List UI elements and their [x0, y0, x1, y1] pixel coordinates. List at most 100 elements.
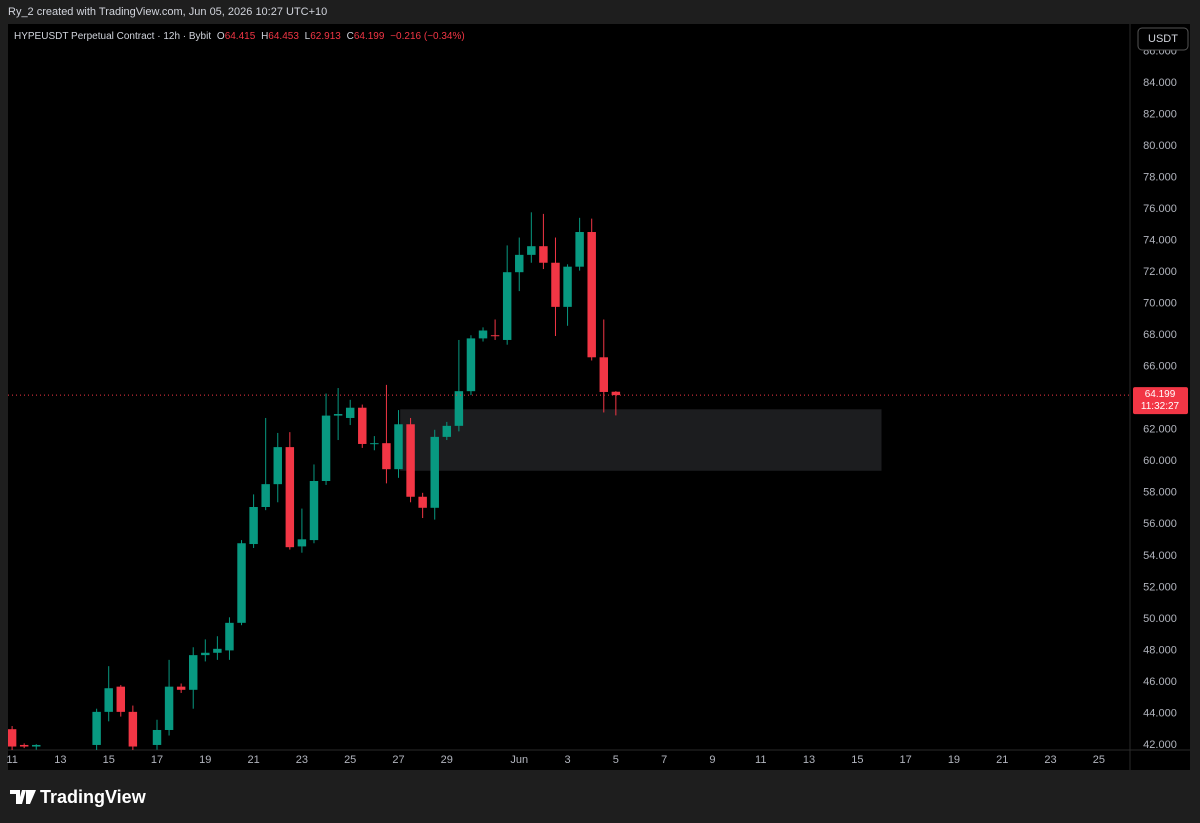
candle-body — [225, 622, 234, 651]
candle-body — [285, 447, 295, 548]
x-tick-label: 17 — [900, 754, 912, 766]
x-tick-label: 19 — [948, 754, 960, 766]
y-tick-label: 74.000 — [1143, 235, 1177, 247]
candle-body — [515, 254, 524, 273]
candle-body — [249, 507, 258, 545]
x-tick-label: 3 — [564, 754, 570, 766]
chart-area — [8, 24, 1190, 770]
candle-body — [128, 711, 138, 747]
candle-body — [237, 543, 246, 623]
candle-body — [478, 330, 488, 339]
ohlc-label: L — [305, 31, 311, 42]
candle-body — [213, 648, 222, 653]
logo: TradingView — [10, 787, 147, 807]
candle-body — [430, 436, 439, 508]
y-tick-label: 72.000 — [1143, 266, 1177, 278]
attribution: Ry_2 created with TradingView.com, Jun 0… — [8, 6, 327, 18]
y-tick-label: 84.000 — [1143, 77, 1177, 89]
x-tick-label: 9 — [709, 754, 715, 766]
y-tick-label: 76.000 — [1143, 203, 1177, 215]
x-tick-label: 15 — [851, 754, 863, 766]
legend: HYPEUSDT Perpetual Contract · 12h · Bybi… — [14, 31, 465, 42]
candle-body — [32, 744, 41, 747]
candle-body — [333, 414, 343, 416]
x-tick-label: 5 — [613, 754, 619, 766]
candle-body — [370, 443, 379, 445]
candle-body — [563, 266, 572, 307]
candle-body — [406, 424, 415, 497]
y-tick-label: 50.000 — [1143, 613, 1177, 625]
x-tick-label: 7 — [661, 754, 667, 766]
candle-body — [527, 246, 536, 255]
plot — [8, 212, 1130, 750]
y-tick-label: 80.000 — [1143, 140, 1177, 152]
candle-body — [201, 652, 210, 656]
candle-body — [442, 425, 452, 437]
y-tick-label: 78.000 — [1143, 172, 1177, 184]
x-tick-label: 23 — [296, 754, 308, 766]
zone-box — [400, 409, 882, 471]
x-tick-label: 17 — [151, 754, 163, 766]
candle-body — [116, 686, 126, 712]
currency-label[interactable]: USDT — [1148, 33, 1178, 45]
candle-body — [273, 447, 282, 485]
y-tick-label: 60.000 — [1143, 455, 1177, 467]
candle-body — [587, 232, 596, 358]
x-tick-label: 19 — [199, 754, 211, 766]
y-tick-label: 68.000 — [1143, 329, 1177, 341]
candle-body — [309, 481, 319, 541]
candle-body — [358, 407, 367, 444]
candle-body — [297, 539, 307, 547]
y-tick-label: 58.000 — [1143, 487, 1177, 499]
close-value: 64.199 — [354, 31, 385, 42]
y-tick-label: 44.000 — [1143, 707, 1177, 719]
x-tick-label: 23 — [1044, 754, 1056, 766]
candle-body — [92, 711, 101, 745]
ohlc-label: C — [347, 31, 354, 42]
x-tick-label: 15 — [103, 754, 115, 766]
x-tick-label: 21 — [247, 754, 259, 766]
candle-body — [454, 391, 464, 426]
x-tick-label: 25 — [1093, 754, 1105, 766]
logo-icon — [10, 790, 36, 804]
y-tick-label: 46.000 — [1143, 676, 1177, 688]
candle-body — [104, 688, 113, 712]
x-tick-label: 11 — [6, 754, 17, 766]
y-tick-label: 62.000 — [1143, 424, 1177, 436]
candle-body — [575, 232, 584, 267]
candle-body — [8, 729, 17, 747]
price-tag-value: 64.199 — [1145, 389, 1176, 400]
candle-body — [418, 496, 427, 508]
candle-body — [382, 443, 391, 470]
low-value: 62.913 — [310, 31, 341, 42]
y-tick-label: 66.000 — [1143, 361, 1177, 373]
change: −0.216 (−0.34%) — [390, 31, 465, 42]
candle-body — [261, 484, 270, 508]
candle-body — [502, 272, 512, 340]
candle-body — [152, 729, 162, 745]
candle-body — [539, 246, 548, 263]
x-tick-label: 13 — [54, 754, 66, 766]
candle-body — [321, 415, 331, 482]
open-value: 64.415 — [225, 31, 256, 42]
candle-body — [466, 338, 476, 392]
candle-body — [164, 686, 174, 730]
y-tick-label: 48.000 — [1143, 644, 1177, 656]
symbol: HYPEUSDT Perpetual Contract · 12h · Bybi… — [14, 31, 211, 42]
candle-body — [19, 744, 29, 747]
x-tick-label: 25 — [344, 754, 356, 766]
y-tick-label: 42.000 — [1143, 739, 1177, 751]
y-tick-label: 52.000 — [1143, 581, 1177, 593]
axes: 42.000 44.000 46.000 48.000 50.000 52.000 54.0… — [6, 45, 1188, 766]
candle-body — [551, 262, 560, 307]
ohlc-label: O — [217, 31, 225, 42]
x-tick-label: 29 — [441, 754, 453, 766]
logo-text: TradingView — [40, 787, 147, 807]
currency-button[interactable] — [1137, 27, 1189, 51]
candle-body — [394, 424, 403, 470]
high-value: 64.453 — [268, 31, 299, 42]
countdown: 11:32:27 — [1141, 401, 1180, 412]
y-tick-label: 54.000 — [1143, 550, 1177, 562]
